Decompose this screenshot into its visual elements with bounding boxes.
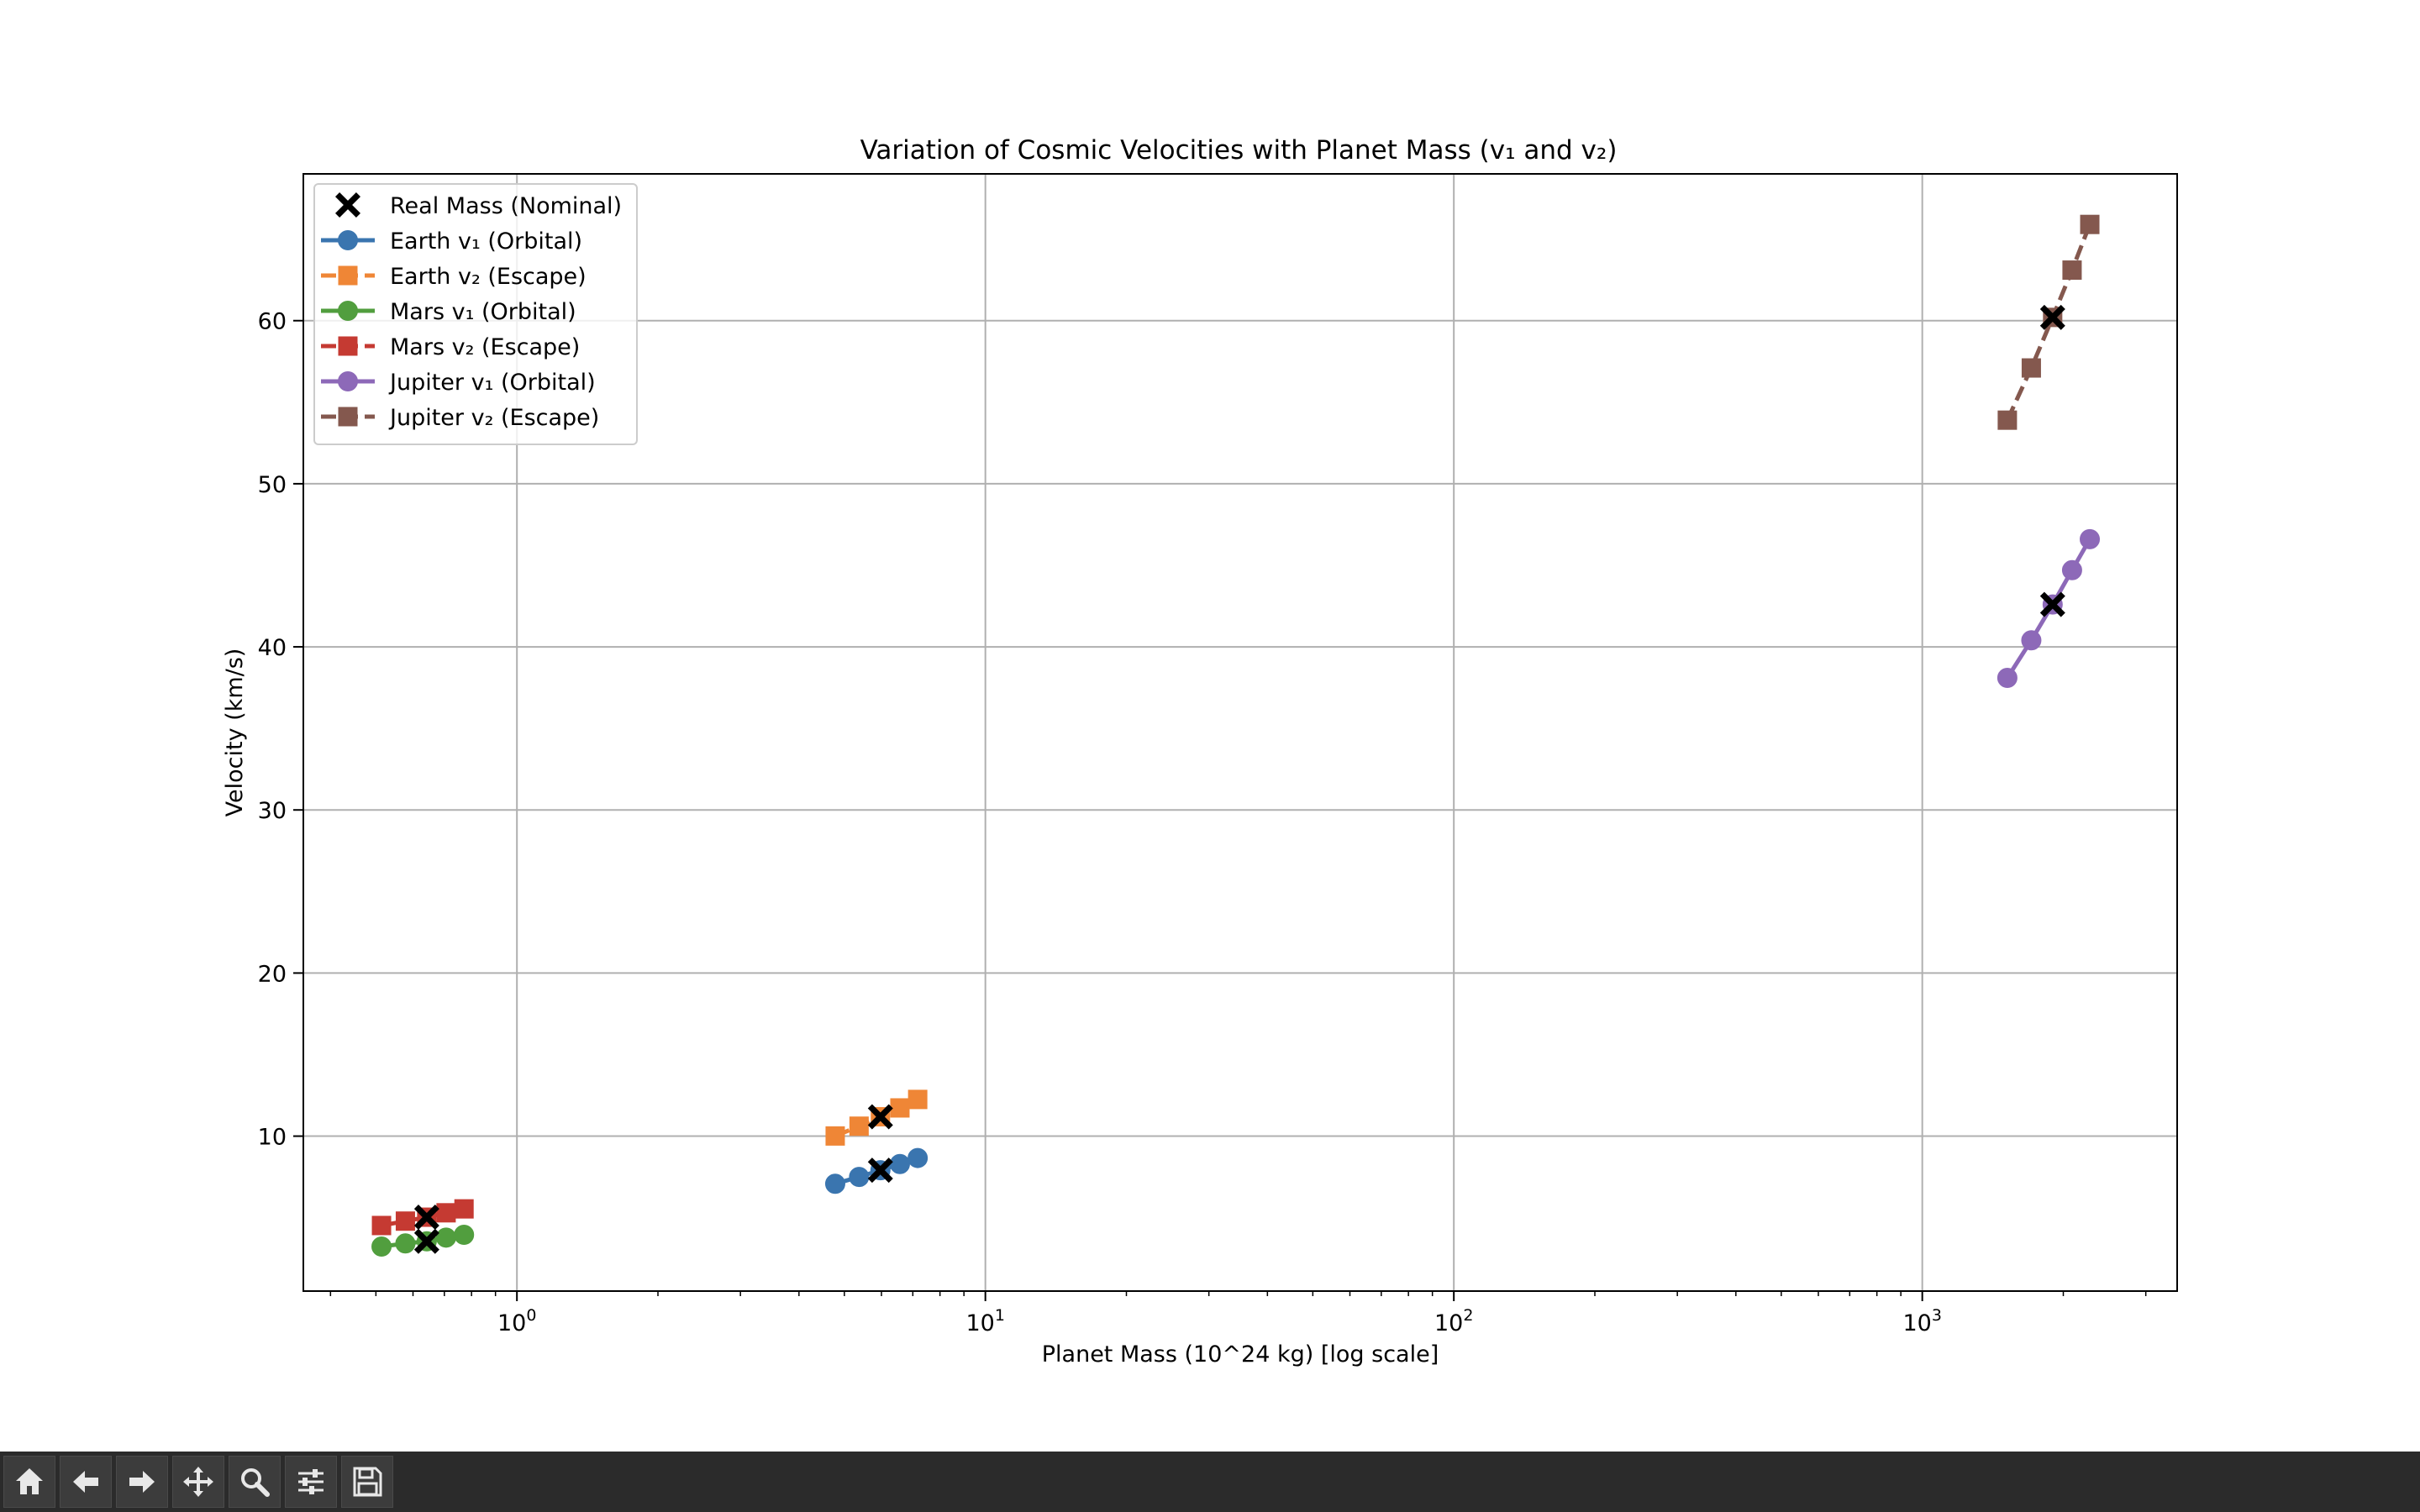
nominal-marker <box>413 1228 439 1254</box>
save-button[interactable] <box>341 1456 393 1508</box>
data-point <box>908 1147 929 1168</box>
x-tick-label: 100 <box>497 1306 536 1336</box>
data-point <box>371 1236 392 1257</box>
configure-subplots-button[interactable] <box>285 1456 337 1508</box>
y-tick-label: 50 <box>258 472 287 498</box>
data-point <box>849 1167 870 1188</box>
nominal-marker <box>2039 304 2065 330</box>
legend-label: Jupiter v₁ (Orbital) <box>388 370 596 396</box>
data-point <box>436 1203 456 1223</box>
x-axis-label: Planet Mass (10^24 kg) [log scale] <box>1042 1341 1439 1368</box>
x-tick-label: 102 <box>1434 1306 1473 1336</box>
data-point <box>2021 358 2041 378</box>
data-point <box>395 1233 416 1254</box>
magnifier-icon <box>241 1468 270 1497</box>
x-tick-label: 103 <box>1902 1306 1941 1336</box>
data-point <box>2061 559 2082 580</box>
forward-button[interactable] <box>116 1456 168 1508</box>
legend-label: Real Mass (Nominal) <box>390 193 622 219</box>
data-point <box>908 1089 928 1110</box>
chart: Variation of Cosmic Velocities with Plan… <box>222 135 2178 1368</box>
legend-label: Mars v₂ (Escape) <box>390 334 580 360</box>
data-point <box>849 1116 869 1137</box>
data-point <box>1996 667 2018 688</box>
data-point <box>454 1199 474 1219</box>
figure-canvas: Variation of Cosmic Velocities with Plan… <box>222 135 2178 1368</box>
legend-marker <box>338 407 358 427</box>
data-point <box>435 1227 456 1248</box>
data-point <box>371 1215 392 1236</box>
y-tick-label: 20 <box>258 961 287 987</box>
legend-marker <box>338 230 358 250</box>
grid-lines <box>303 174 2177 1291</box>
legend-marker <box>338 265 358 286</box>
floppy-disk-icon <box>353 1467 382 1497</box>
chart-title: Variation of Cosmic Velocities with Plan… <box>860 135 1618 165</box>
data-point <box>2080 214 2100 234</box>
pan-button[interactable] <box>172 1456 224 1508</box>
sliders-icon <box>298 1469 324 1494</box>
nominal-markers <box>413 304 2065 1254</box>
data-point <box>825 1126 845 1146</box>
legend-label: Jupiter v₂ (Escape) <box>388 405 599 431</box>
arrow-left-icon <box>73 1471 98 1493</box>
data-point <box>2080 528 2101 549</box>
legend-marker <box>338 371 358 391</box>
x-axis: 100 101 102 103 <box>329 1291 2147 1336</box>
home-button[interactable] <box>3 1456 55 1508</box>
home-icon <box>16 1468 43 1494</box>
legend: Real Mass (Nominal) Earth v₁ (Orbital) Ear… <box>313 183 638 445</box>
move-icon <box>183 1467 213 1497</box>
data-point <box>395 1211 415 1231</box>
legend-label: Earth v₁ (Orbital) <box>390 228 582 255</box>
y-axis: 10 20 30 40 50 60 <box>258 309 303 1151</box>
nominal-marker <box>867 1104 893 1130</box>
zoom-button[interactable] <box>229 1456 281 1508</box>
back-button[interactable] <box>60 1456 112 1508</box>
legend-label: Earth v₂ (Escape) <box>390 264 587 290</box>
plot-frame <box>302 173 2178 1292</box>
data-point <box>889 1153 910 1174</box>
legend-frame <box>313 183 638 445</box>
nominal-marker <box>867 1158 893 1184</box>
y-tick-label: 60 <box>258 309 287 335</box>
navigation-toolbar <box>0 1452 2420 1512</box>
x-tick-label: 101 <box>965 1306 1004 1336</box>
arrow-right-icon <box>129 1471 155 1493</box>
data-point <box>2021 630 2042 651</box>
data-point <box>2062 260 2082 281</box>
y-tick-label: 30 <box>258 798 287 824</box>
data-point <box>1997 410 2018 430</box>
data-point <box>824 1173 845 1194</box>
legend-marker <box>338 301 358 321</box>
nominal-marker <box>2039 591 2065 617</box>
legend-marker <box>338 336 358 356</box>
data-point <box>454 1225 475 1246</box>
y-axis-label: Velocity (km/s) <box>222 648 248 817</box>
y-tick-label: 40 <box>258 635 287 661</box>
nominal-marker <box>413 1205 439 1231</box>
legend-marker <box>335 192 360 218</box>
legend-label: Mars v₁ (Orbital) <box>390 299 576 325</box>
y-tick-label: 10 <box>258 1125 287 1151</box>
data-point <box>890 1098 910 1118</box>
